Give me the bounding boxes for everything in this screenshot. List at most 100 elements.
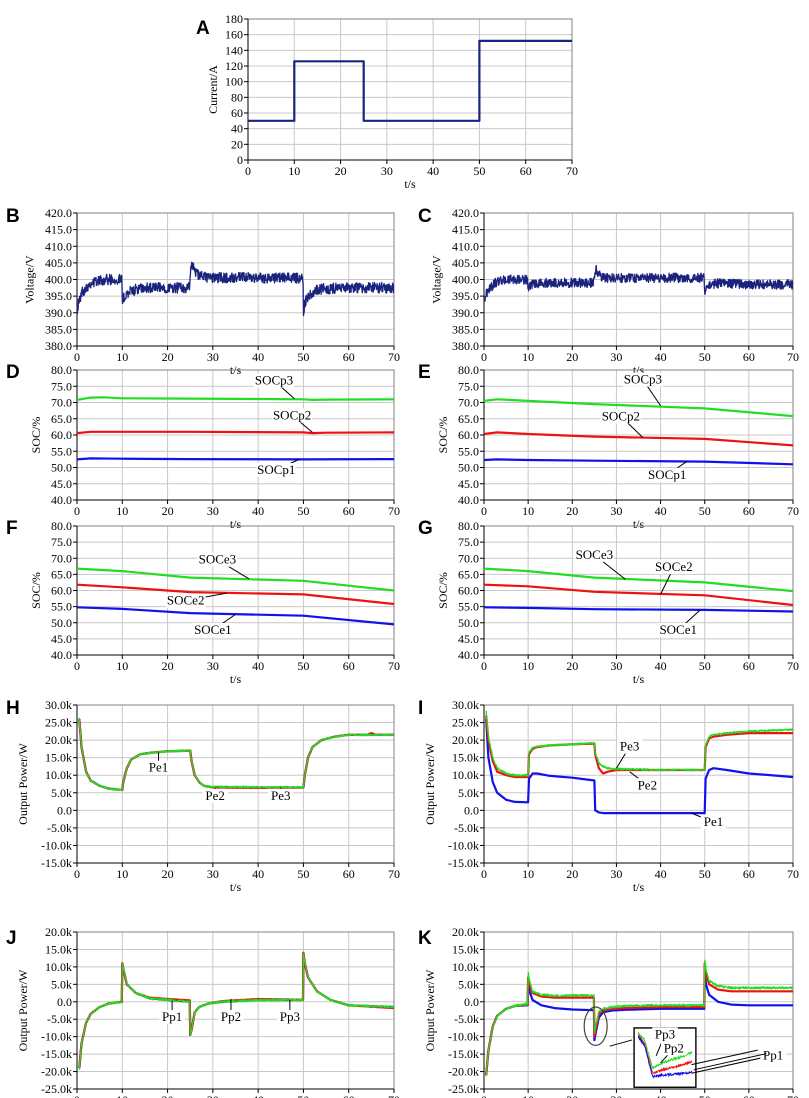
- y-tick-label: -10.0k: [448, 838, 479, 852]
- y-tick-label: 60: [231, 106, 243, 120]
- y-axis-label: Output Power/W: [423, 742, 437, 824]
- x-tick-label: 0: [481, 659, 487, 673]
- y-tick-label: 55.0: [458, 600, 479, 614]
- x-axis-label: t/s: [230, 880, 242, 894]
- x-tick-label: 30: [610, 659, 622, 673]
- x-tick-label: 60: [343, 867, 355, 881]
- series-line-pe2: [78, 718, 394, 792]
- annotation-bg: [159, 1009, 185, 1024]
- plot-area: [77, 261, 394, 317]
- y-tick-label: 10.0k: [452, 768, 479, 782]
- annotation-label: SOCe2: [167, 593, 205, 608]
- x-tick-label: 0: [481, 1093, 487, 1098]
- y-tick-label: 80.0: [51, 363, 72, 377]
- y-tick-label: 410.0: [45, 239, 72, 253]
- x-tick-label: 20: [566, 659, 578, 673]
- annotation-label: SOCp3: [624, 372, 662, 387]
- x-axis-label: t/s: [633, 517, 645, 531]
- series-line-pp3: [78, 952, 394, 1070]
- y-tick-label: 75.0: [51, 379, 72, 393]
- chart-panel-e: E 0 10 20 30 40 50 60 70 40.0 45.0 50.0 55.0 60.0 65.0…: [418, 362, 799, 531]
- x-tick-label: 10: [522, 504, 534, 518]
- y-tick-label: 420.0: [452, 206, 479, 220]
- x-tick-label: 40: [252, 1093, 264, 1098]
- x-tick-label: 0: [74, 659, 80, 673]
- chart-panel-j: J 0 10 20 30 40 50 60 70 -25.0k -20.0k -15.0k -10.0k…: [6, 925, 400, 1098]
- series-line-socp3: [77, 396, 394, 401]
- y-tick-label: 75.0: [458, 535, 479, 549]
- x-tick-label: 10: [116, 867, 128, 881]
- x-tick-label: 50: [699, 659, 711, 673]
- x-tick-label: 70: [388, 659, 400, 673]
- y-tick-label: 20.0k: [452, 733, 479, 747]
- chart-panel-k: K 0 10 20 30 40 50 60 70 -25.0k -20.0k -15.0k -10.0k…: [418, 925, 799, 1098]
- x-axis-label: t/s: [230, 672, 242, 686]
- y-tick-label: 25.0k: [452, 716, 479, 730]
- y-tick-label: 55.0: [51, 600, 72, 614]
- x-tick-label: 30: [610, 350, 622, 364]
- series-line-voltage: [77, 261, 394, 317]
- plot-area: [78, 717, 394, 792]
- y-tick-label: 80: [231, 90, 243, 104]
- x-tick-label: 10: [522, 1093, 534, 1098]
- x-tick-label: 60: [743, 659, 755, 673]
- x-tick-label: 30: [610, 504, 622, 518]
- annotation-bg: [277, 1009, 303, 1024]
- plot-area: [485, 959, 793, 1077]
- x-tick-label: 0: [74, 867, 80, 881]
- panel-label: G: [418, 518, 433, 539]
- y-tick-label: 400.0: [452, 273, 479, 287]
- series-line-socp1: [484, 458, 793, 466]
- annotation-label: Pe3: [620, 739, 640, 754]
- x-tick-label: 0: [74, 504, 80, 518]
- y-tick-label: 50.0: [51, 616, 72, 630]
- x-tick-label: 60: [343, 504, 355, 518]
- annotation-bg: [253, 373, 294, 388]
- series-line-soce3: [77, 567, 394, 592]
- x-tick-label: 50: [297, 867, 309, 881]
- y-tick-label: 45.0: [51, 477, 72, 491]
- y-tick-label: 400.0: [45, 273, 72, 287]
- y-tick-label: 385.0: [452, 322, 479, 336]
- x-tick-label: 50: [297, 504, 309, 518]
- y-tick-label: 60.0: [51, 584, 72, 598]
- annotation-leader: [691, 1049, 758, 1066]
- x-tick-label: 70: [388, 867, 400, 881]
- x-tick-label: 70: [388, 1093, 400, 1098]
- y-tick-label: -5.0k: [454, 1012, 479, 1026]
- x-tick-label: 60: [743, 350, 755, 364]
- y-tick-label: 120: [225, 59, 243, 73]
- x-tick-label: 10: [116, 659, 128, 673]
- y-axis-label: SOC/%: [436, 417, 450, 454]
- x-tick-label: 40: [655, 659, 667, 673]
- y-tick-label: 0.0: [464, 995, 479, 1009]
- x-tick-label: 20: [162, 659, 174, 673]
- y-tick-label: -25.0k: [448, 1082, 479, 1096]
- x-tick-label: 20: [335, 164, 347, 178]
- y-tick-label: 75.0: [51, 535, 72, 549]
- x-tick-label: 40: [655, 1093, 667, 1098]
- x-tick-label: 50: [297, 1093, 309, 1098]
- y-tick-label: 380.0: [452, 339, 479, 353]
- y-tick-label: 5.0k: [458, 977, 479, 991]
- x-axis-label: t/s: [230, 517, 242, 531]
- y-tick-label: 75.0: [458, 379, 479, 393]
- plot-area: [484, 398, 793, 466]
- annotation-bg: [574, 547, 615, 562]
- x-tick-label: 70: [787, 659, 799, 673]
- y-tick-label: 60.0: [458, 428, 479, 442]
- y-axis-label: Voltage/V: [430, 255, 444, 304]
- series-line-current: [248, 39, 572, 122]
- series-line-pp3: [485, 959, 793, 1077]
- x-tick-label: 30: [207, 867, 219, 881]
- x-tick-label: 50: [699, 504, 711, 518]
- y-tick-label: 160: [225, 28, 243, 42]
- x-tick-label: 50: [699, 350, 711, 364]
- series-line-socp2: [484, 431, 793, 447]
- y-tick-label: 0.0: [464, 803, 479, 817]
- y-tick-label: 80.0: [458, 519, 479, 533]
- x-axis-label: t/s: [633, 880, 645, 894]
- y-tick-label: 415.0: [452, 223, 479, 237]
- x-tick-label: 40: [252, 504, 264, 518]
- chart-panel-g: G 0 10 20 30 40 50 60 70 40.0 45.0 50.0 55.0 60.0 65.0…: [418, 518, 799, 686]
